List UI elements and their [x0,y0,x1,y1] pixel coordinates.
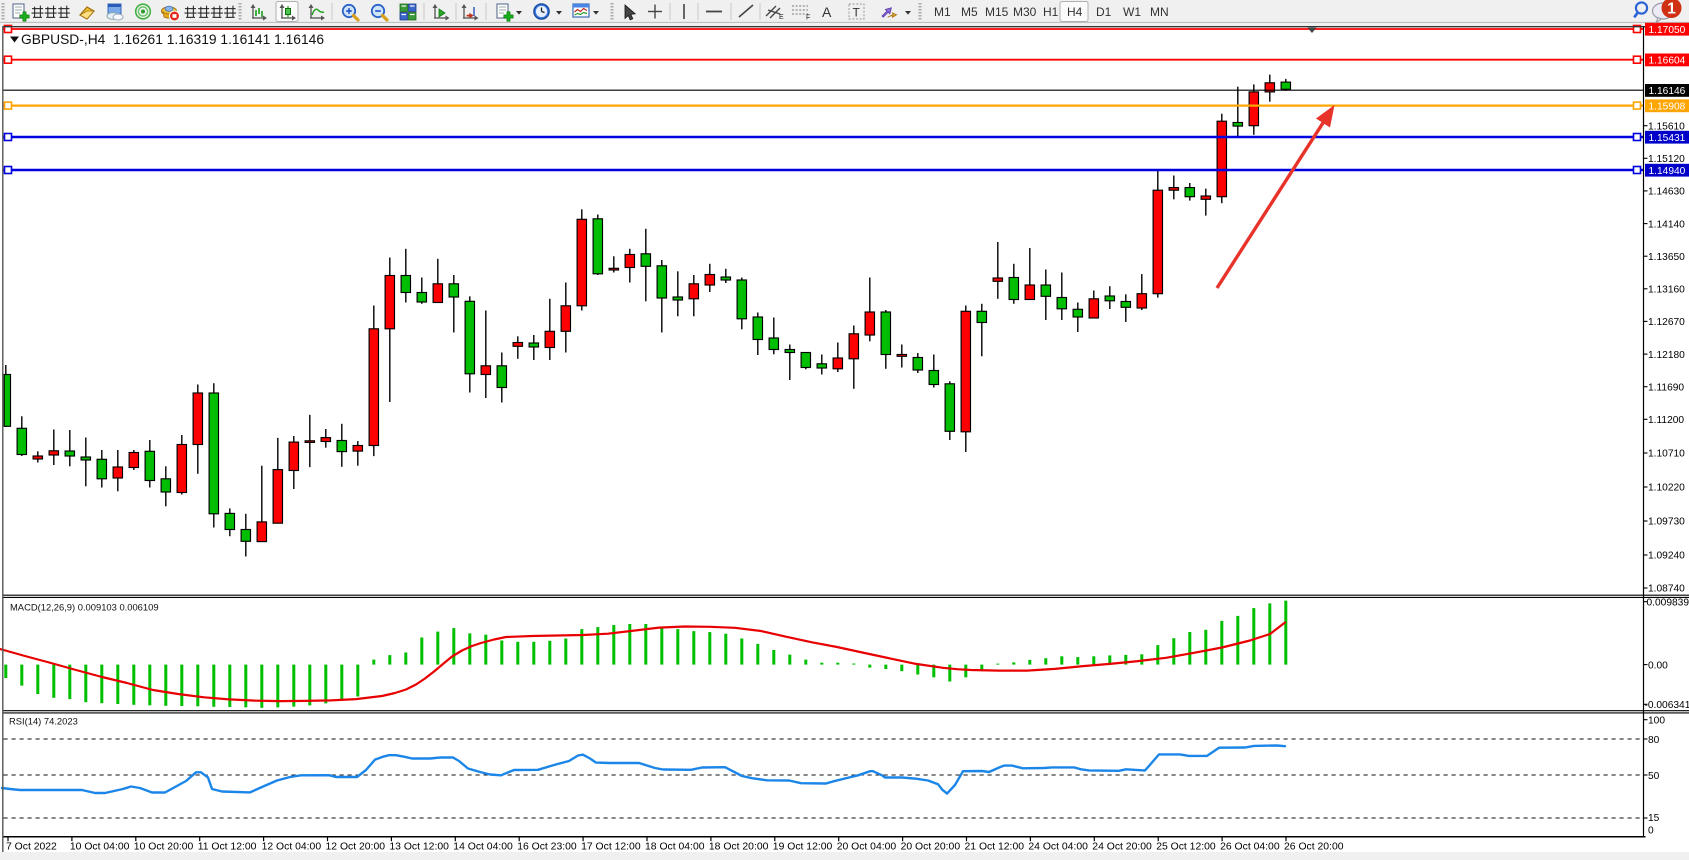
svg-text:H4: H4 [1067,5,1083,19]
svg-text:1.14630: 1.14630 [1648,187,1685,198]
svg-text:1.13160: 1.13160 [1648,285,1685,296]
svg-text:M1: M1 [934,5,951,19]
svg-text:50: 50 [1648,771,1660,782]
svg-text:E: E [779,14,784,21]
svg-text:26 Oct 04:00: 26 Oct 04:00 [1220,841,1280,852]
svg-text:MACD(12,26,9) 0.009103 0.00610: MACD(12,26,9) 0.009103 0.006109 [10,602,159,613]
svg-text:M30: M30 [1013,5,1037,19]
svg-text:100: 100 [1648,716,1665,727]
svg-text:H1: H1 [1043,5,1059,19]
svg-text:0: 0 [1648,826,1654,837]
svg-text:1.10710: 1.10710 [1648,449,1685,460]
svg-text:1.11200: 1.11200 [1648,415,1684,426]
svg-text:1.15610: 1.15610 [1648,121,1685,132]
svg-text:1.12670: 1.12670 [1648,317,1685,328]
svg-text:1.14140: 1.14140 [1648,219,1685,230]
svg-text:1.09240: 1.09240 [1648,551,1685,562]
svg-text:24 Oct 04:00: 24 Oct 04:00 [1028,841,1088,852]
svg-text:1.15431: 1.15431 [1649,133,1686,144]
svg-text:M15: M15 [985,5,1009,19]
svg-text:10 Oct 04:00: 10 Oct 04:00 [70,841,130,852]
svg-text:14 Oct 04:00: 14 Oct 04:00 [453,841,513,852]
svg-text:W1: W1 [1123,5,1141,19]
svg-text:20 Oct 20:00: 20 Oct 20:00 [901,841,961,852]
svg-text:A: A [822,4,832,20]
svg-text:1.10220: 1.10220 [1648,483,1685,494]
svg-text:0.009839: 0.009839 [1647,597,1689,608]
svg-text:MN: MN [1150,5,1169,19]
svg-text:18 Oct 04:00: 18 Oct 04:00 [645,841,705,852]
svg-text:12 Oct 20:00: 12 Oct 20:00 [326,841,386,852]
svg-text:GBPUSD-,H4 1.16261 1.16319 1.: GBPUSD-,H4 1.16261 1.16319 1.16141 1.161… [21,32,324,47]
svg-text:1.09730: 1.09730 [1648,517,1685,528]
svg-text:10 Oct 20:00: 10 Oct 20:00 [134,841,194,852]
svg-text:F: F [806,15,810,22]
svg-text:17 Oct 12:00: 17 Oct 12:00 [581,841,641,852]
svg-text:18 Oct 20:00: 18 Oct 20:00 [709,841,769,852]
svg-text:15: 15 [1648,813,1660,824]
svg-text:1.12180: 1.12180 [1648,350,1685,361]
svg-text:T: T [853,6,861,20]
svg-text:1.11690: 1.11690 [1648,382,1684,393]
svg-text:1.15120: 1.15120 [1648,154,1685,165]
svg-text:24 Oct 20:00: 24 Oct 20:00 [1092,841,1152,852]
svg-text:1.16146: 1.16146 [1649,86,1686,97]
svg-text:16 Oct 23:00: 16 Oct 23:00 [517,841,577,852]
svg-text:19 Oct 12:00: 19 Oct 12:00 [773,841,833,852]
svg-text:21 Oct 12:00: 21 Oct 12:00 [965,841,1025,852]
svg-text:12 Oct 04:00: 12 Oct 04:00 [262,841,322,852]
svg-text:M5: M5 [961,5,978,19]
svg-text:20 Oct 04:00: 20 Oct 04:00 [837,841,897,852]
svg-text:1.16604: 1.16604 [1649,56,1686,67]
svg-text:1.08740: 1.08740 [1648,584,1685,595]
svg-text:1: 1 [1667,1,1676,18]
svg-text:D1: D1 [1096,5,1112,19]
svg-text:25 Oct 12:00: 25 Oct 12:00 [1156,841,1216,852]
svg-text:1.15908: 1.15908 [1649,101,1686,112]
svg-text:1.14940: 1.14940 [1649,166,1686,177]
svg-text:0.00: 0.00 [1648,660,1668,671]
svg-text:1.13650: 1.13650 [1648,252,1685,263]
svg-text:80: 80 [1648,735,1660,746]
svg-text:11 Oct 12:00: 11 Oct 12:00 [198,841,257,852]
svg-text:RSI(14) 74.2023: RSI(14) 74.2023 [9,716,78,727]
svg-text:7 Oct 2022: 7 Oct 2022 [6,841,57,852]
svg-text:26 Oct 20:00: 26 Oct 20:00 [1284,841,1344,852]
svg-text:1.17050: 1.17050 [1649,25,1686,36]
svg-text:13 Oct 12:00: 13 Oct 12:00 [389,841,449,852]
svg-text:-0.006341: -0.006341 [1645,700,1689,711]
